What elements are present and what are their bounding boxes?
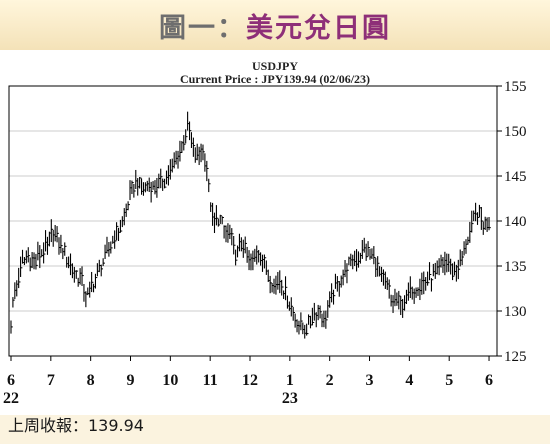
x-tick-label: 11 [203,372,218,389]
x-tick-label: 8 [87,372,95,389]
x-year-label: 23 [282,390,298,407]
y-tick-label: 140 [504,214,527,230]
gridlines [9,130,497,312]
x-tick-label: 5 [445,372,453,389]
y-tick-label: 150 [504,124,527,140]
title-prefix: 圖一： [159,13,246,44]
title-text: 美元兌日圓 [246,13,391,44]
price-bars [10,111,491,339]
page-title: 圖一：美元兌日圓 [0,6,550,45]
last-close-text: 上周收報：139.94 [8,416,144,435]
x-tick-label: 7 [47,372,55,389]
x-year-label: 22 [3,390,19,407]
chart-title: USDJPY [252,59,298,73]
chart-subtitle: Current Price : JPY139.94 (02/06/23) [180,72,370,86]
chart-container: 125 130 135 140 145 150 155 6 22 7 8 9 10 11 12 1 23 2 3 4… [0,50,550,415]
x-tick-label: 4 [405,372,413,389]
title-banner: 圖一：美元兌日圓 [0,0,550,50]
x-tick-label: 6 [485,372,493,389]
x-tick-label: 10 [162,372,178,389]
y-tick-label: 135 [504,259,527,275]
y-tick-label: 125 [504,349,527,365]
x-tick-label: 12 [242,372,258,389]
x-tick-label: 3 [366,372,374,389]
y-tick-label: 130 [504,304,527,320]
chart-background [0,50,550,415]
y-axis: 125 130 135 140 145 150 155 [497,79,527,365]
x-tick-label: 9 [127,372,135,389]
y-tick-label: 155 [504,79,527,95]
y-tick-label: 145 [504,169,527,185]
x-tick-label: 1 [286,372,294,389]
x-tick-label: 2 [326,372,334,389]
x-tick-label: 6 [7,372,15,389]
